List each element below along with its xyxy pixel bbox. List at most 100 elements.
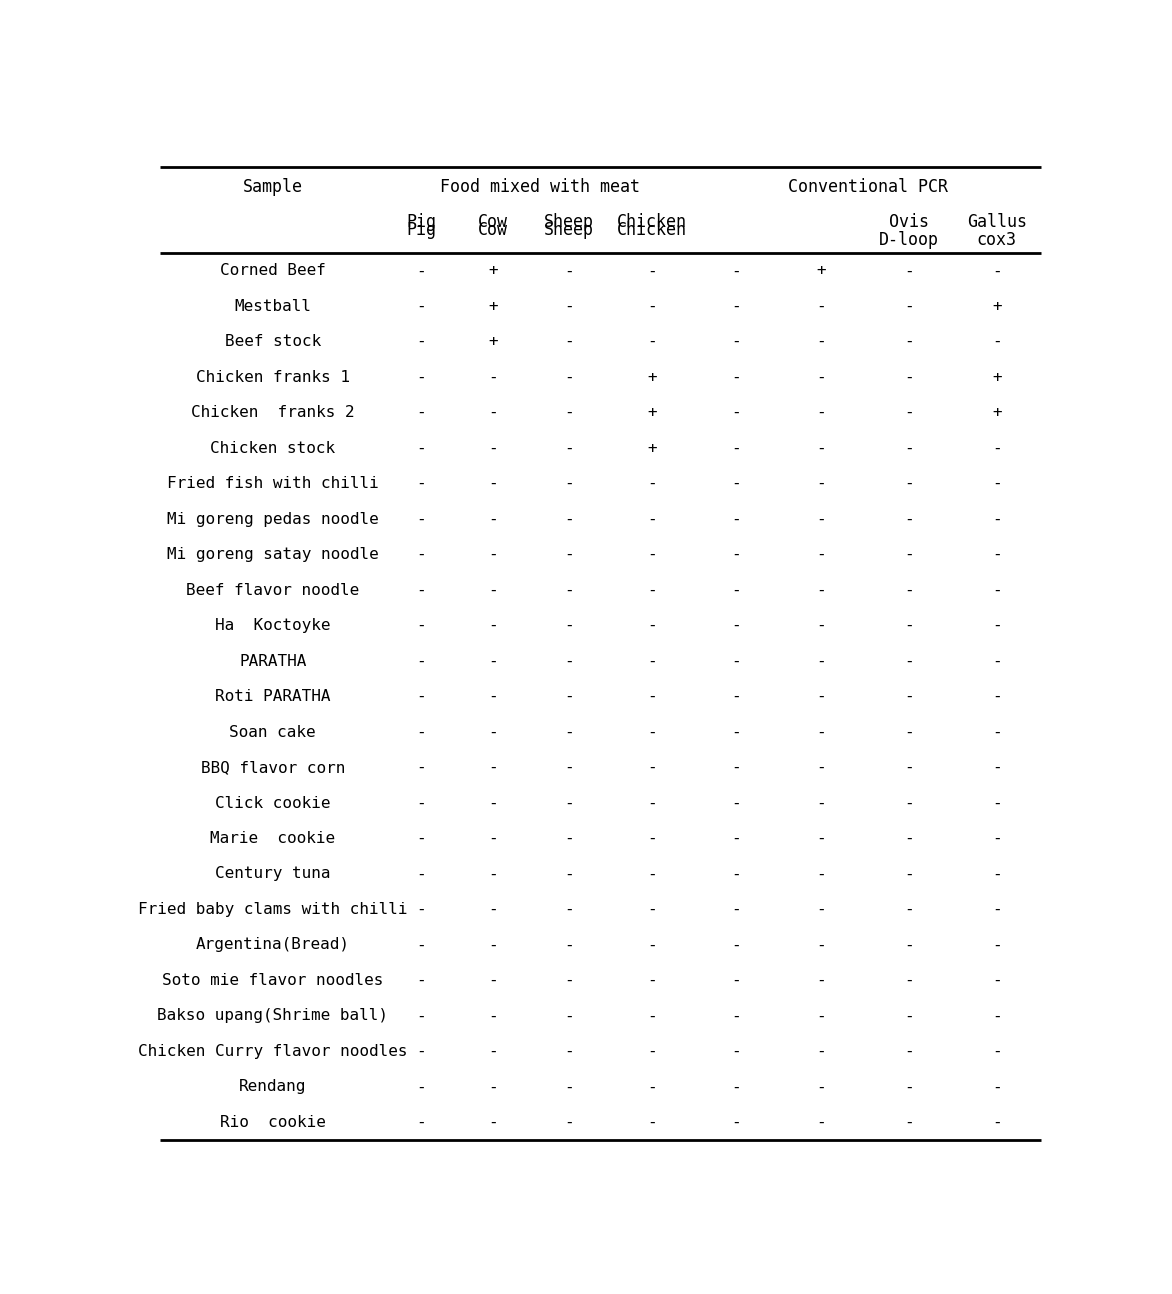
Text: -: - [904, 902, 914, 917]
Text: -: - [489, 867, 498, 881]
Text: -: - [731, 299, 741, 313]
Text: -: - [416, 902, 425, 917]
Text: Fried baby clams with chilli: Fried baby clams with chilli [138, 902, 408, 917]
Text: -: - [731, 405, 741, 421]
Text: -: - [416, 796, 425, 810]
Text: Chicken: Chicken [616, 212, 687, 230]
Text: Beef stock: Beef stock [225, 334, 321, 349]
Text: -: - [816, 725, 825, 740]
Text: -: - [731, 476, 741, 492]
Text: -: - [647, 1079, 656, 1095]
Text: -: - [904, 1115, 914, 1130]
Text: -: - [731, 653, 741, 669]
Text: -: - [416, 1115, 425, 1130]
Text: -: - [647, 937, 656, 952]
Text: -: - [564, 582, 574, 598]
Text: Soan cake: Soan cake [230, 725, 316, 740]
Text: -: - [564, 441, 574, 455]
Text: Click cookie: Click cookie [214, 796, 331, 810]
Text: Chicken: Chicken [616, 221, 687, 239]
Text: -: - [731, 582, 741, 598]
Text: -: - [647, 619, 656, 633]
Text: -: - [816, 831, 825, 846]
Text: -: - [992, 937, 1002, 952]
Text: -: - [647, 690, 656, 704]
Text: cox3: cox3 [976, 232, 1017, 250]
Text: -: - [647, 334, 656, 349]
Text: -: - [564, 1044, 574, 1058]
Text: -: - [416, 619, 425, 633]
Text: -: - [416, 1008, 425, 1024]
Text: -: - [904, 937, 914, 952]
Text: -: - [816, 476, 825, 492]
Text: -: - [416, 725, 425, 740]
Text: Ha  Koctoyke: Ha Koctoyke [214, 619, 331, 633]
Text: -: - [904, 1079, 914, 1095]
Text: -: - [816, 796, 825, 810]
Text: -: - [731, 796, 741, 810]
Text: -: - [416, 582, 425, 598]
Text: -: - [489, 1008, 498, 1024]
Text: -: - [564, 796, 574, 810]
Text: -: - [416, 263, 425, 278]
Text: Cow: Cow [478, 221, 509, 239]
Text: Food mixed with meat: Food mixed with meat [440, 177, 640, 195]
Text: -: - [816, 760, 825, 775]
Text: -: - [564, 653, 574, 669]
Text: -: - [904, 653, 914, 669]
Text: -: - [904, 725, 914, 740]
Text: -: - [416, 405, 425, 421]
Text: Century tuna: Century tuna [214, 867, 331, 881]
Text: -: - [647, 582, 656, 598]
Text: +: + [489, 299, 498, 313]
Text: -: - [992, 725, 1002, 740]
Text: -: - [564, 867, 574, 881]
Text: -: - [816, 299, 825, 313]
Text: -: - [731, 867, 741, 881]
Text: -: - [416, 760, 425, 775]
Text: -: - [564, 299, 574, 313]
Text: -: - [904, 867, 914, 881]
Text: -: - [489, 370, 498, 384]
Text: Chicken Curry flavor noodles: Chicken Curry flavor noodles [138, 1044, 408, 1058]
Text: -: - [416, 299, 425, 313]
Text: -: - [647, 263, 656, 278]
Text: -: - [731, 619, 741, 633]
Text: -: - [564, 334, 574, 349]
Text: -: - [564, 405, 574, 421]
Text: -: - [992, 902, 1002, 917]
Text: Ovis: Ovis [888, 212, 928, 230]
Text: Beef flavor noodle: Beef flavor noodle [186, 582, 360, 598]
Text: -: - [647, 511, 656, 527]
Text: -: - [904, 334, 914, 349]
Text: -: - [992, 547, 1002, 562]
Text: -: - [816, 582, 825, 598]
Text: -: - [416, 1079, 425, 1095]
Text: -: - [816, 441, 825, 455]
Text: -: - [904, 690, 914, 704]
Text: Rendang: Rendang [239, 1079, 306, 1095]
Text: -: - [489, 441, 498, 455]
Text: -: - [816, 619, 825, 633]
Text: -: - [816, 690, 825, 704]
Text: Cow: Cow [478, 212, 509, 230]
Text: -: - [904, 370, 914, 384]
Text: -: - [816, 1008, 825, 1024]
Text: -: - [731, 370, 741, 384]
Text: -: - [564, 476, 574, 492]
Text: -: - [416, 476, 425, 492]
Text: -: - [416, 511, 425, 527]
Text: -: - [564, 1115, 574, 1130]
Text: -: - [564, 619, 574, 633]
Text: -: - [489, 1044, 498, 1058]
Text: -: - [731, 760, 741, 775]
Text: -: - [489, 547, 498, 562]
Text: -: - [647, 760, 656, 775]
Text: -: - [489, 937, 498, 952]
Text: +: + [489, 334, 498, 349]
Text: -: - [731, 831, 741, 846]
Text: PARATHA: PARATHA [239, 653, 306, 669]
Text: -: - [416, 370, 425, 384]
Text: -: - [992, 653, 1002, 669]
Text: -: - [564, 370, 574, 384]
